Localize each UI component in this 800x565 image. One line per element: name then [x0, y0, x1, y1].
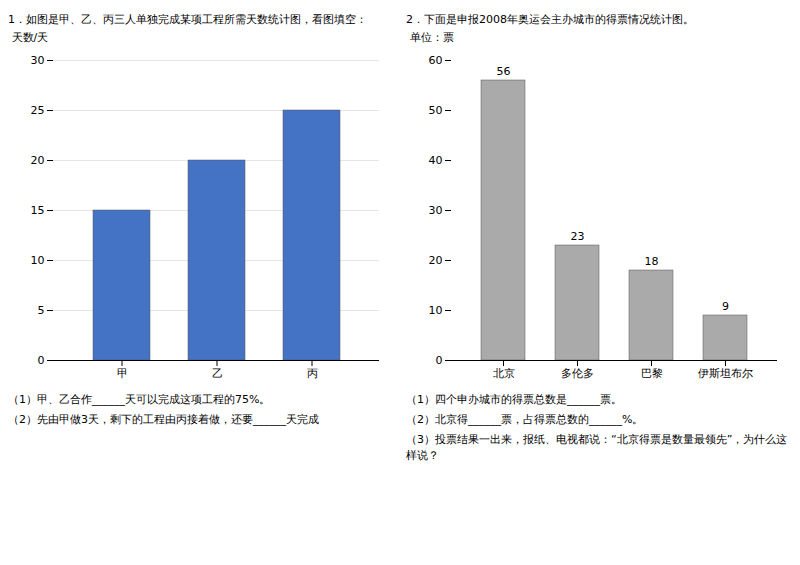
svg-text:10: 10	[429, 304, 443, 317]
html-text:（1）四个申办城市的得票总数是______票。: （1）四个申办城市的得票总数是______票。	[406, 393, 622, 406]
svg-text:50: 50	[429, 104, 443, 117]
svg-text:15: 15	[31, 204, 45, 217]
html-text:（1）甲、乙合作______天可以完成这项工程的75%。: （1）甲、乙合作______天可以完成这项工程的75%。	[8, 393, 271, 406]
html-text:1．如图是甲、乙、丙三人单独完成某项工程所需天数统计图，看图: 1．如图是甲、乙、丙三人单独完成某项工程所需天数统计图，看图填空：	[8, 13, 367, 26]
svg-text:甲: 甲	[117, 367, 128, 380]
svg-text:10: 10	[31, 254, 45, 267]
html-text:（2）北京得______票，占得票总数的______%。: （2）北京得______票，占得票总数的______%。	[406, 413, 644, 426]
svg-text:0: 0	[38, 354, 45, 367]
svg-text:5: 5	[38, 304, 45, 317]
html-text:（2）先由甲做3天，剩下的工程由丙接着做，还要______天: （2）先由甲做3天，剩下的工程由丙接着做，还要______天完成	[8, 413, 319, 426]
svg-text:丙: 丙	[307, 367, 318, 380]
svg-text:单位：票: 单位：票	[410, 31, 454, 44]
svg-text:0: 0	[436, 354, 443, 367]
svg-text:9: 9	[722, 300, 729, 313]
svg-text:56: 56	[497, 65, 511, 78]
svg-text:伊斯坦布尔: 伊斯坦布尔	[698, 367, 753, 380]
svg-text:20: 20	[429, 254, 443, 267]
svg-text:巴黎: 巴黎	[641, 367, 663, 380]
svg-text:23: 23	[571, 230, 585, 243]
svg-text:乙: 乙	[212, 367, 223, 380]
svg-text:30: 30	[31, 54, 45, 67]
svg-text:40: 40	[429, 154, 443, 167]
svg-text:天数/天: 天数/天	[12, 31, 49, 44]
svg-text:30: 30	[429, 204, 443, 217]
svg-text:北京: 北京	[493, 367, 515, 380]
svg-text:25: 25	[31, 104, 45, 117]
svg-text:60: 60	[429, 54, 443, 67]
svg-text:18: 18	[645, 255, 659, 268]
svg-text:20: 20	[31, 154, 45, 167]
html-text:2．下面是申报2008年奥运会主办城市的得票情况统计图。: 2．下面是申报2008年奥运会主办城市的得票情况统计图。	[406, 13, 694, 26]
svg-text:多伦多: 多伦多	[561, 367, 594, 380]
html-text:（3）投票结果一出来，报纸、电视都说：“北京得票是数量最领先: （3）投票结果一出来，报纸、电视都说：“北京得票是数量最领先”，为什么这样说？	[406, 433, 788, 462]
